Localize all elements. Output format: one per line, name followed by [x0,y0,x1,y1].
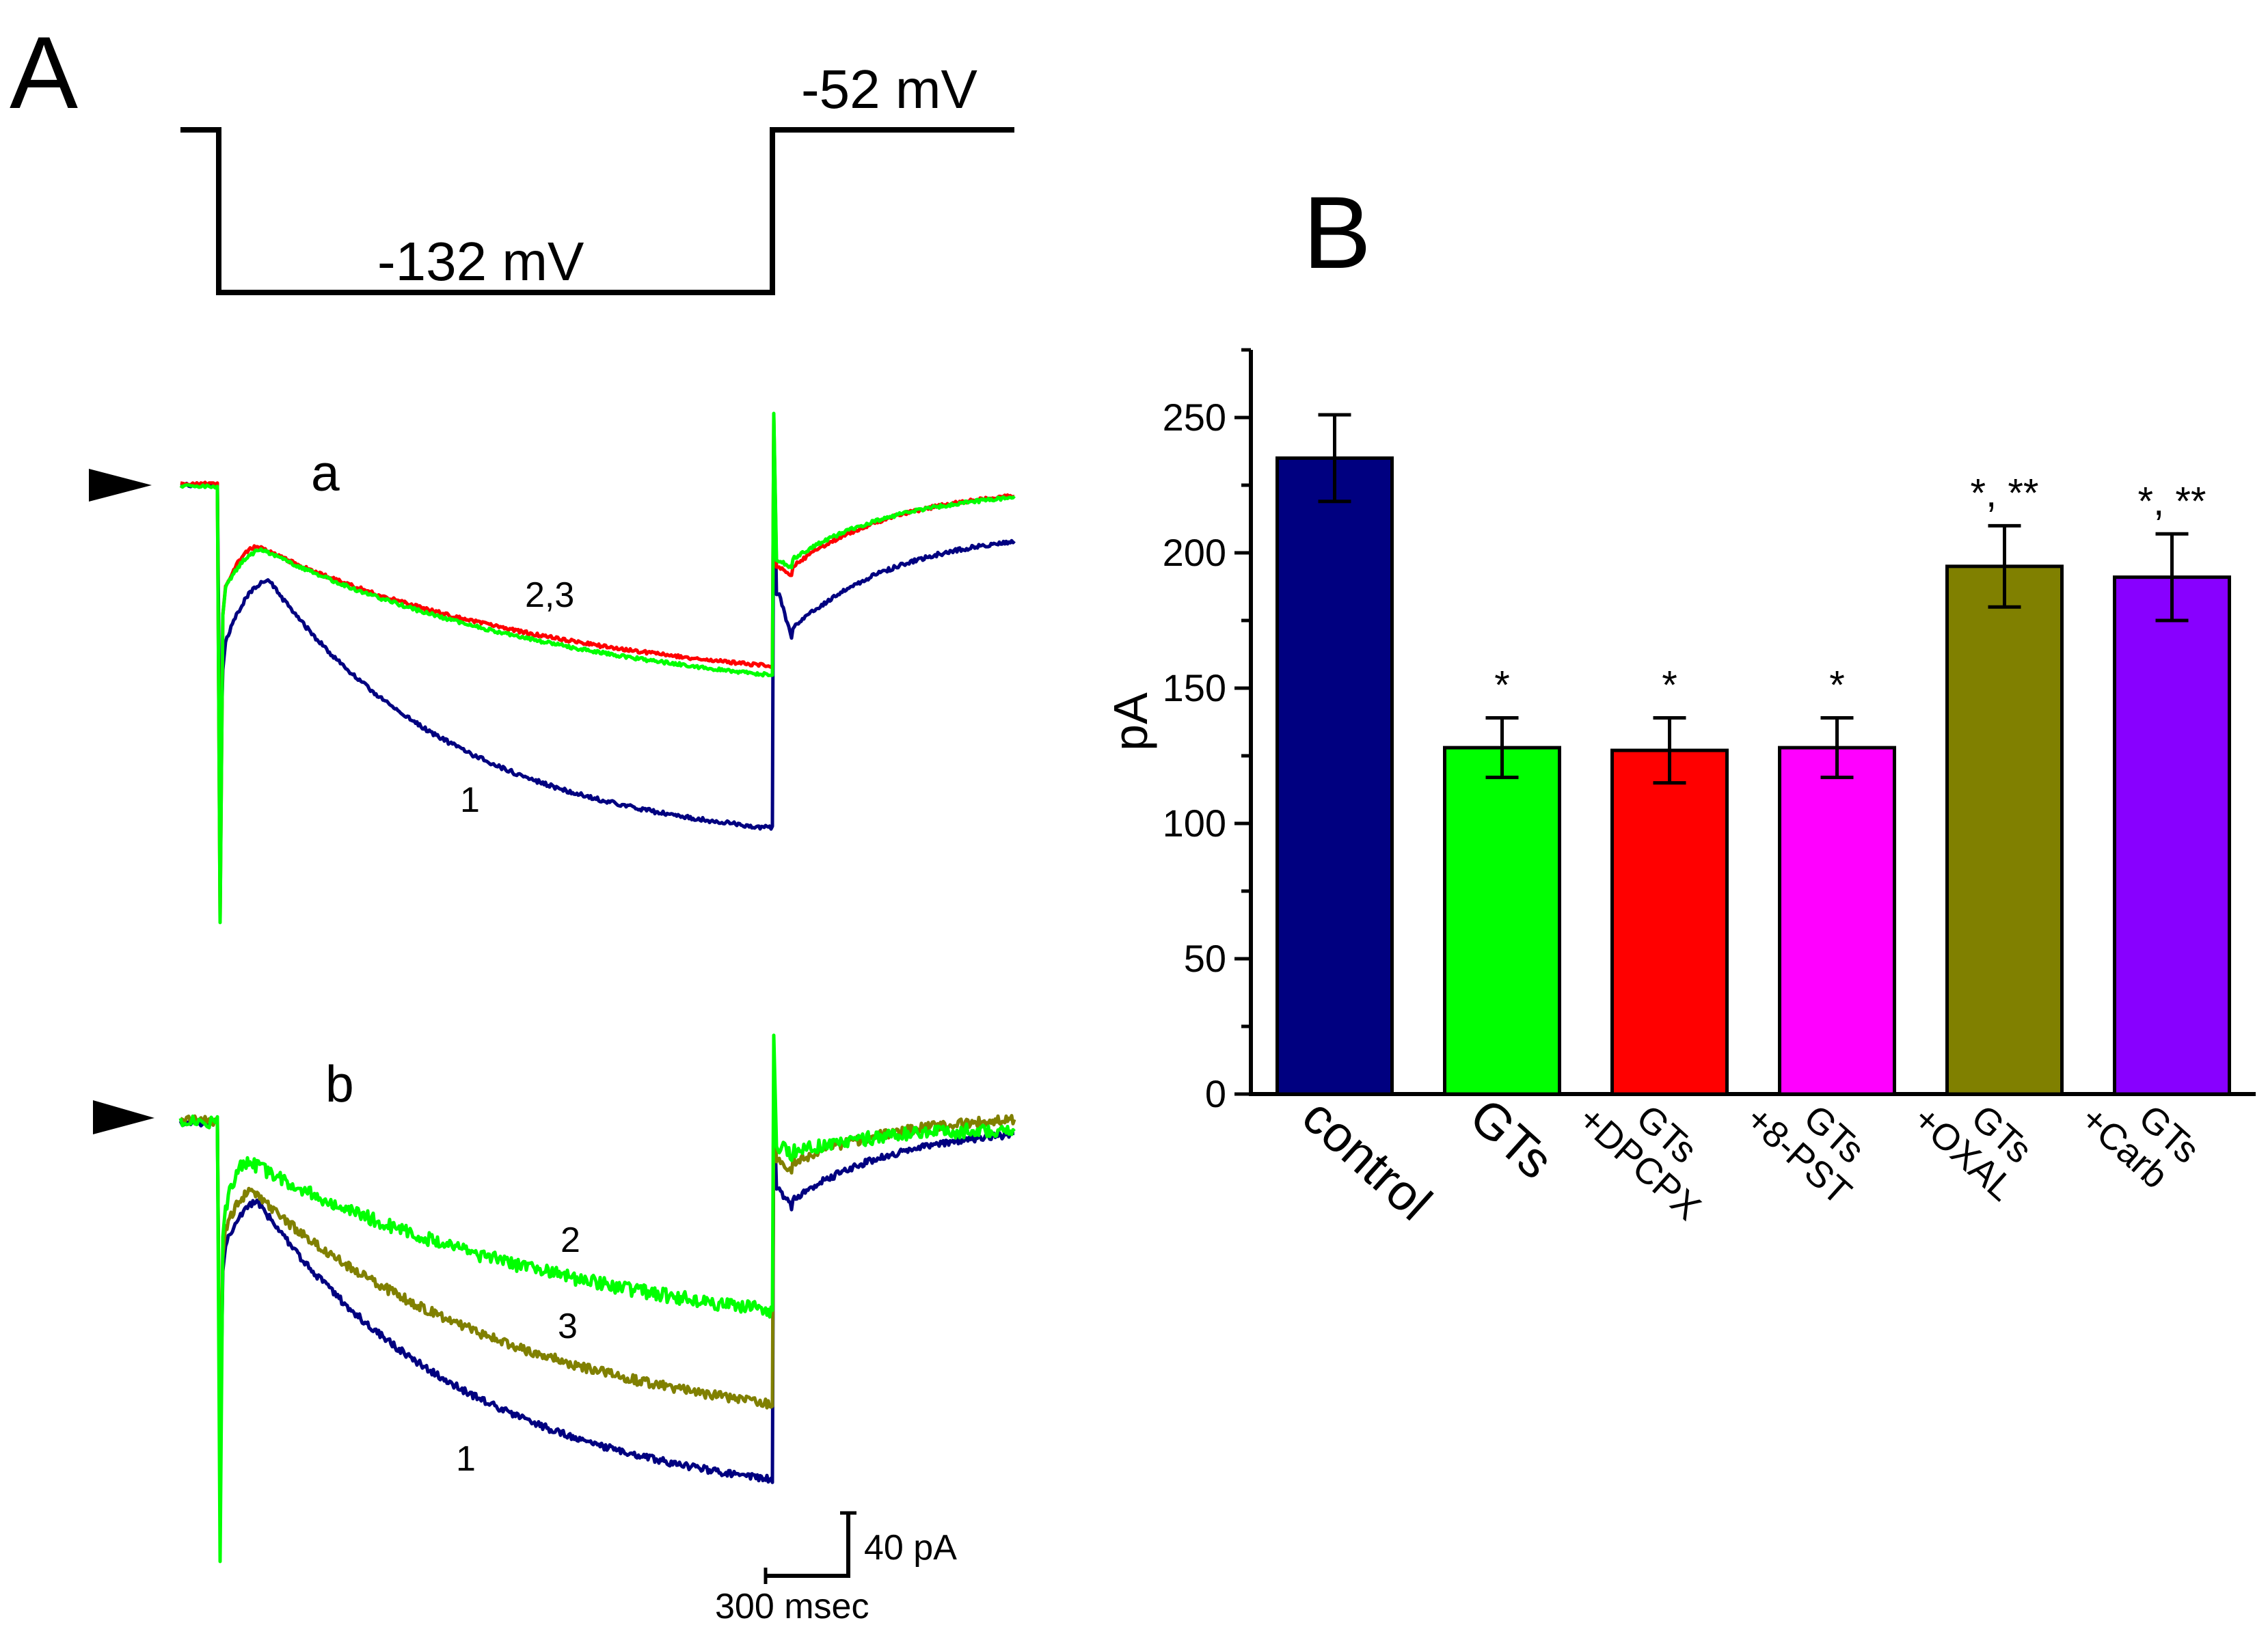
trace-label-a-2-3: 2,3 [525,575,574,615]
bar [1275,456,1394,1096]
trace-label-b-2: 2 [561,1220,580,1260]
y-tick-label: 150 [1163,666,1226,709]
voltage-step-line [180,127,1014,295]
scale-bar-time-label: 300 msec [715,1587,869,1626]
bar [1610,748,1729,1096]
significance-label: *, ** [1971,471,2039,515]
subpanel-b: b 2 3 1 [93,1033,1016,1564]
panel-a-label: A [10,15,78,130]
trace-b-2 [178,1033,1016,1564]
bar [1443,746,1561,1096]
y-tick-label: 200 [1163,531,1226,574]
subpanel-a: a 2,3 1 [89,411,1016,925]
bar [1945,564,2064,1096]
subpanel-a-label: a [311,444,340,502]
y-tick-label: 100 [1163,802,1226,845]
x-tick-label: control [1292,1087,1443,1231]
trace-label-b-3: 3 [558,1307,578,1346]
significance-label: * [1829,664,1845,708]
significance-label: * [1662,664,1677,708]
trace-a-3 [180,415,1015,921]
trace-label-a-1: 1 [460,780,480,820]
y-tick-label: 0 [1205,1072,1226,1115]
significance-label: * [1494,664,1510,708]
traces-b [178,1033,1016,1564]
bar [1778,746,1896,1096]
panel-b-label: B [1303,175,1371,290]
trace-b-3 [180,1095,1016,1454]
baseline-arrowhead-icon [93,1100,154,1134]
subpanel-b-label: b [325,1055,354,1113]
baseline-arrowhead-icon [89,469,152,502]
significance-label: *, ** [2138,479,2206,523]
scale-bar: 40 pA 300 msec [715,1511,957,1626]
voltage-protocol: -52 mV -132 mV [180,59,1014,295]
trace-a-2 [179,411,1016,925]
trace-a-1 [180,435,1016,831]
bar-chart: 050100150200250pAcontrol*GTs*GTs+DPCPX*G… [1104,348,2256,1231]
bar [2113,575,2231,1096]
step-voltage-label: -132 mV [377,231,584,292]
trace-label-b-1: 1 [456,1439,476,1479]
y-axis-label: pA [1104,692,1157,751]
scale-bar-current-label: 40 pA [864,1528,957,1568]
hold-voltage-label: -52 mV [801,59,977,120]
y-tick-label: 50 [1184,937,1226,980]
trace-b-1 [178,1091,1015,1484]
x-tick-label: GTs [1459,1087,1564,1190]
traces-a [179,411,1016,925]
y-tick-label: 250 [1163,396,1226,439]
